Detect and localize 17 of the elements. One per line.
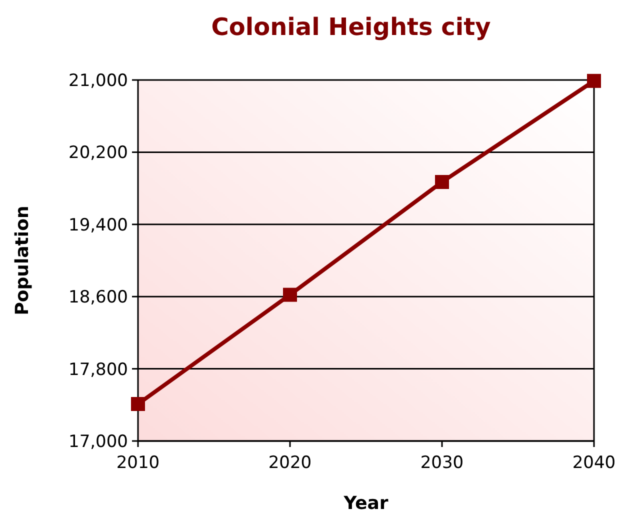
point (587, 74, 601, 88)
point (131, 396, 145, 411)
y-tick-label: 20,200 (68, 143, 128, 164)
point (435, 174, 449, 189)
y-tick-label: 18,600 (68, 288, 128, 308)
x-tick-label: 2040 (572, 453, 616, 473)
point (283, 288, 297, 302)
y-tick-label: 17,800 (68, 360, 128, 380)
y-tick-label: 19,400 (68, 215, 128, 236)
y-axis-title: Population (12, 206, 33, 316)
chart-title: Colonial Heights city (211, 13, 492, 41)
x-axis-title: Year (342, 493, 388, 514)
x-tick-label: 2010 (116, 453, 160, 473)
y-tick-label: 17,000 (68, 432, 128, 452)
x-tick-label: 2020 (268, 453, 312, 473)
y-tick-label: 21,000 (68, 70, 128, 91)
x-tick-label: 2030 (420, 453, 464, 473)
